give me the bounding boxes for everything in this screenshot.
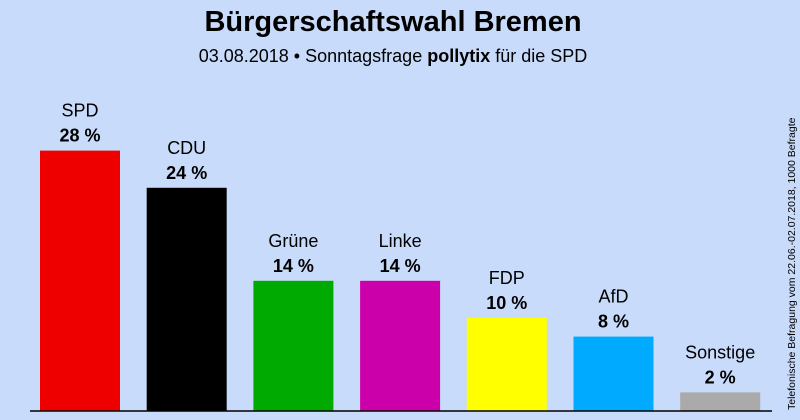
category-label-spd: SPD — [61, 101, 98, 121]
bar-sonstige — [680, 392, 761, 411]
value-label-linke: 14 % — [380, 256, 421, 276]
bar-linke — [360, 280, 441, 411]
category-label-fdp: FDP — [489, 268, 525, 288]
survey-note: Telefonische Befragung vom 22.06.-02.07.… — [786, 117, 798, 410]
category-label-afd: AfD — [598, 287, 628, 307]
subtitle-client-text: für die SPD — [490, 46, 588, 66]
value-label-fdp: 10 % — [486, 293, 527, 313]
subtitle-institute: pollytix — [427, 46, 491, 66]
value-label-grüne: 14 % — [273, 256, 314, 276]
subtitle-date-text: 03.08.2018 • Sonntagsfrage — [198, 46, 428, 66]
chart-subtitle: 03.08.2018 • Sonntagsfrage pollytix für … — [0, 46, 786, 67]
category-label-grüne: Grüne — [268, 231, 318, 251]
value-label-sonstige: 2 % — [705, 367, 736, 387]
bar-fdp — [466, 318, 547, 411]
bar-spd — [40, 150, 120, 411]
bar-grüne — [253, 280, 334, 411]
bar-cdu — [146, 187, 227, 411]
category-label-linke: Linke — [379, 231, 422, 251]
bar-afd — [573, 336, 654, 411]
category-label-cdu: CDU — [167, 138, 206, 158]
value-label-afd: 8 % — [598, 312, 629, 332]
chart-title: Bürgerschaftswahl Bremen — [204, 6, 582, 38]
value-label-cdu: 24 % — [166, 163, 207, 183]
value-label-spd: 28 % — [59, 126, 100, 146]
category-label-sonstige: Sonstige — [685, 342, 755, 362]
